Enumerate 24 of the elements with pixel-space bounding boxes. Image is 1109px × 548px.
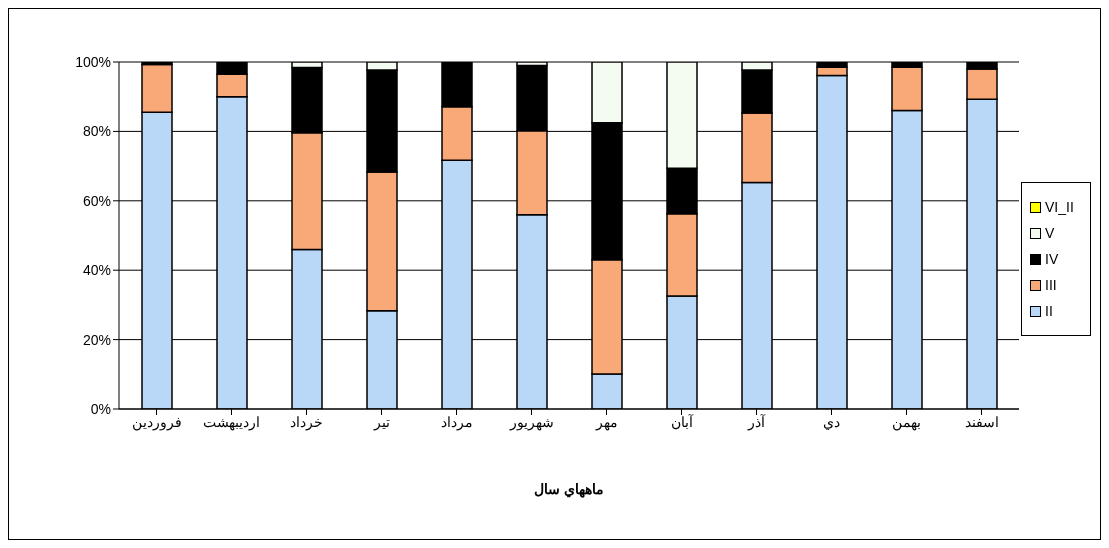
y-tick-label: 60% bbox=[82, 192, 111, 209]
x-tick-label: دي bbox=[823, 413, 840, 430]
x-tick-label: ارديبهشت bbox=[203, 413, 260, 431]
x-tick-label: شهريور bbox=[508, 413, 554, 431]
x-tick-label: مرداد bbox=[440, 413, 473, 431]
y-tick-label: 0% bbox=[90, 400, 111, 417]
legend-label: V bbox=[1045, 225, 1055, 241]
x-tick-label: اسفند bbox=[964, 413, 999, 430]
x-tick-label: آذر bbox=[747, 412, 766, 431]
y-tick-label: 40% bbox=[82, 262, 111, 279]
legend-label: III bbox=[1045, 277, 1057, 293]
x-tick-label: مهر bbox=[594, 413, 618, 431]
x-tick-label: خرداد bbox=[290, 413, 323, 431]
legend-label: II bbox=[1045, 303, 1053, 319]
x-axis-title: ماههاي سال bbox=[534, 481, 604, 498]
y-tick-label: 100% bbox=[75, 53, 111, 70]
legend-label: VI_II bbox=[1045, 199, 1074, 215]
x-tick-label: بهمن bbox=[892, 413, 921, 431]
y-tick-label: 20% bbox=[82, 331, 111, 348]
y-tick-label: 80% bbox=[82, 123, 111, 140]
x-tick-label: تير bbox=[372, 413, 390, 431]
legend-label: IV bbox=[1045, 251, 1059, 267]
x-tick-label: فروردين bbox=[131, 413, 182, 431]
x-tick-label: آبان bbox=[670, 412, 694, 430]
